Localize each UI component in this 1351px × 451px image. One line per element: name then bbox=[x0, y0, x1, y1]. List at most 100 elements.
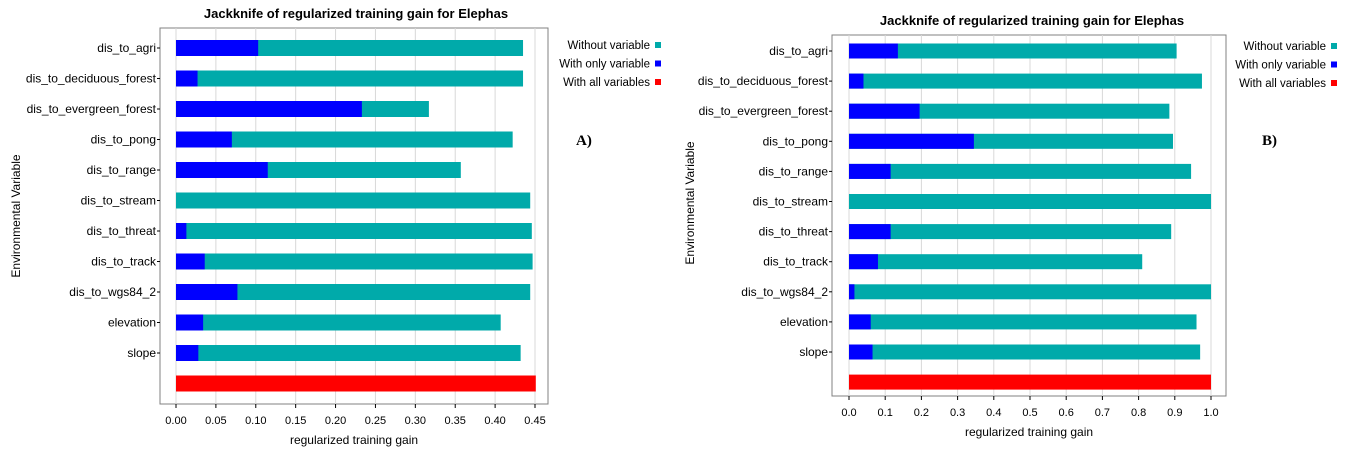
bar-without-dis_to_threat bbox=[176, 223, 532, 239]
bar-without-dis_to_agri bbox=[176, 40, 524, 56]
x-tick-label: 0.35 bbox=[445, 415, 466, 427]
y-tick-label: elevation bbox=[108, 316, 156, 330]
bar-without-dis_to_threat bbox=[849, 224, 1172, 240]
legend-swatch bbox=[1331, 61, 1337, 68]
bar-without-dis_to_track bbox=[176, 253, 533, 270]
bar-only-slope bbox=[849, 344, 873, 360]
x-tick-label: 0.4 bbox=[986, 407, 1001, 419]
x-axis-label: regularized training gain bbox=[965, 425, 1093, 439]
x-tick-label: 0.0 bbox=[841, 407, 856, 419]
bar-all-variables bbox=[849, 374, 1211, 390]
bar-without-dis_to_track bbox=[849, 254, 1143, 270]
bar-only-dis_to_evergreen_forest bbox=[176, 101, 362, 117]
legend-swatch bbox=[655, 42, 661, 48]
bar-without-dis_to_deciduous_forest bbox=[176, 70, 524, 87]
bar-without-dis_to_range bbox=[849, 163, 1192, 179]
bar-only-dis_to_threat bbox=[849, 224, 891, 240]
bar-without-dis_to_deciduous_forest bbox=[849, 73, 1202, 89]
chart-panel-b: Jackknife of regularized training gain f… bbox=[683, 13, 1337, 439]
chart-panel-a: Jackknife of regularized training gain f… bbox=[9, 6, 661, 447]
y-tick-label: dis_to_wgs84_2 bbox=[741, 285, 828, 299]
bar-only-dis_to_wgs84_2 bbox=[176, 284, 238, 300]
y-tick-label: slope bbox=[127, 346, 156, 360]
y-tick-label: slope bbox=[799, 345, 828, 359]
bar-only-dis_to_deciduous_forest bbox=[176, 70, 198, 87]
legend-swatch bbox=[655, 79, 661, 85]
y-tick-label: dis_to_stream bbox=[81, 194, 156, 208]
x-tick-label: 0.25 bbox=[365, 415, 386, 427]
bar-only-dis_to_track bbox=[849, 254, 878, 270]
x-tick-label: 0.15 bbox=[285, 415, 306, 427]
x-axis-label: regularized training gain bbox=[290, 433, 418, 447]
y-tick-label: dis_to_stream bbox=[753, 195, 828, 209]
bar-without-dis_to_wgs84_2 bbox=[176, 284, 531, 300]
bar-only-dis_to_range bbox=[176, 162, 268, 178]
bar-only-slope bbox=[176, 345, 199, 361]
bar-only-elevation bbox=[849, 314, 871, 330]
bar-without-dis_to_stream bbox=[176, 192, 531, 209]
y-tick-label: dis_to_agri bbox=[769, 44, 828, 58]
y-tick-label: dis_to_track bbox=[91, 255, 157, 269]
legend-label: With only variable bbox=[1235, 60, 1326, 72]
bar-only-dis_to_wgs84_2 bbox=[849, 284, 855, 300]
bar-only-dis_to_evergreen_forest bbox=[849, 103, 920, 119]
bar-only-dis_to_agri bbox=[176, 40, 259, 56]
plot-area bbox=[831, 34, 1227, 397]
bar-without-elevation bbox=[849, 314, 1197, 330]
y-tick-label: dis_to_wgs84_2 bbox=[69, 285, 156, 299]
y-tick-label: dis_to_range bbox=[87, 163, 157, 177]
bar-without-slope bbox=[176, 345, 521, 361]
y-tick-label: dis_to_threat bbox=[759, 225, 829, 239]
x-tick-label: 0.3 bbox=[950, 407, 965, 419]
legend-swatch bbox=[1331, 43, 1337, 49]
y-tick-label: dis_to_agri bbox=[97, 41, 156, 55]
bar-without-dis_to_pong bbox=[176, 131, 513, 148]
x-tick-label: 0.20 bbox=[325, 415, 346, 427]
x-tick-label: 0.9 bbox=[1167, 407, 1182, 419]
y-tick-label: dis_to_deciduous_forest bbox=[26, 72, 157, 86]
legend-label: With all variables bbox=[1239, 78, 1326, 90]
y-tick-label: dis_to_deciduous_forest bbox=[698, 74, 829, 88]
legend-swatch bbox=[655, 60, 661, 67]
x-tick-label: 1.0 bbox=[1203, 407, 1218, 419]
x-tick-label: 0.00 bbox=[165, 415, 186, 427]
x-tick-label: 0.40 bbox=[484, 415, 505, 427]
y-tick-label: dis_to_threat bbox=[87, 224, 157, 238]
bar-without-slope bbox=[849, 344, 1201, 360]
bar-only-elevation bbox=[176, 314, 204, 331]
bar-all-variables bbox=[176, 375, 536, 392]
y-tick-label: elevation bbox=[780, 315, 828, 329]
x-tick-label: 0.5 bbox=[1022, 407, 1037, 419]
bar-only-dis_to_deciduous_forest bbox=[849, 73, 864, 89]
x-tick-label: 0.05 bbox=[205, 415, 226, 427]
x-tick-label: 0.8 bbox=[1131, 407, 1146, 419]
legend-label: With only variable bbox=[559, 59, 650, 71]
y-tick-label: dis_to_evergreen_forest bbox=[27, 102, 157, 116]
y-tick-label: dis_to_evergreen_forest bbox=[699, 104, 829, 118]
y-tick-label: dis_to_pong bbox=[763, 134, 828, 148]
bar-only-dis_to_range bbox=[849, 163, 891, 179]
bar-only-dis_to_track bbox=[176, 253, 205, 270]
x-tick-label: 0.2 bbox=[914, 407, 929, 419]
bar-without-elevation bbox=[176, 314, 501, 331]
plot-area bbox=[159, 27, 549, 405]
y-tick-label: dis_to_track bbox=[763, 255, 829, 269]
x-tick-label: 0.6 bbox=[1059, 407, 1074, 419]
panel-label: B) bbox=[1262, 133, 1277, 149]
bar-without-dis_to_wgs84_2 bbox=[849, 284, 1211, 300]
legend-label: Without variable bbox=[1244, 41, 1326, 53]
x-tick-label: 0.1 bbox=[878, 407, 893, 419]
x-tick-label: 0.7 bbox=[1095, 407, 1110, 419]
chart-title: Jackknife of regularized training gain f… bbox=[880, 13, 1184, 28]
x-tick-label: 0.30 bbox=[405, 415, 426, 427]
bar-only-dis_to_threat bbox=[176, 223, 187, 239]
x-tick-label: 0.10 bbox=[245, 415, 266, 427]
y-tick-label: dis_to_pong bbox=[91, 133, 156, 147]
bar-without-dis_to_evergreen_forest bbox=[849, 103, 1170, 119]
bar-only-dis_to_pong bbox=[176, 131, 232, 148]
y-axis-label: Environmental Variable bbox=[9, 154, 23, 278]
bar-without-dis_to_stream bbox=[849, 194, 1211, 209]
y-tick-label: dis_to_range bbox=[759, 164, 829, 178]
legend-label: Without variable bbox=[568, 40, 650, 52]
bar-only-dis_to_agri bbox=[849, 43, 898, 59]
